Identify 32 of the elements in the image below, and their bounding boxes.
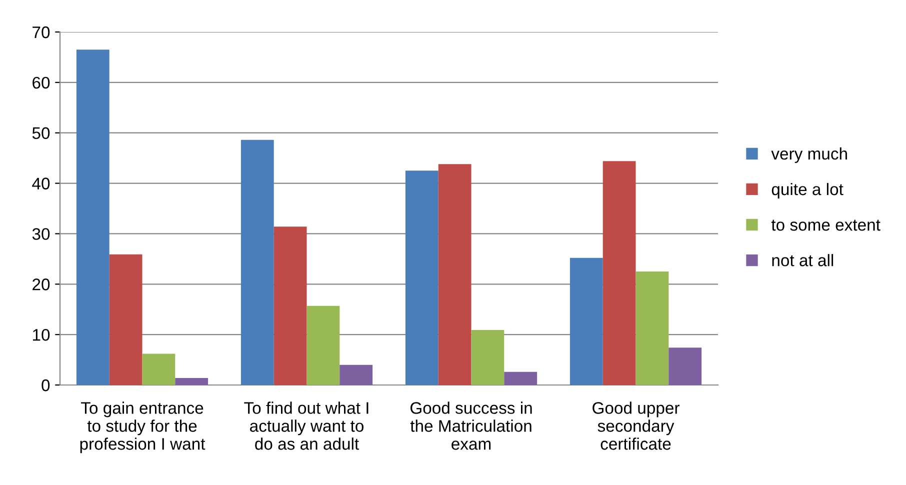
bar <box>570 258 603 385</box>
bar <box>471 330 504 385</box>
y-tick-label: 60 <box>32 76 50 89</box>
bar <box>306 306 340 385</box>
bar <box>76 50 110 385</box>
y-tick-label: 30 <box>32 228 50 240</box>
bar <box>142 354 176 385</box>
bar <box>274 226 307 385</box>
bar <box>340 364 373 385</box>
bar <box>405 170 438 385</box>
bar <box>504 372 538 385</box>
legend-label: very much <box>771 147 847 163</box>
bar <box>668 348 702 385</box>
bar <box>175 378 208 385</box>
bar <box>240 140 274 385</box>
y-tick-label: 0 <box>42 379 50 392</box>
x-tick-label: Good success in the Matriculation exam <box>410 402 532 450</box>
legend-label: quite a lot <box>772 182 844 198</box>
y-tick-label: 40 <box>32 178 50 190</box>
bar <box>109 254 142 385</box>
bar <box>602 161 636 385</box>
x-tick-label: Good upper secondary certificate <box>592 402 680 450</box>
y-tick-label: 20 <box>32 278 50 290</box>
bar <box>438 164 472 385</box>
x-tick-label: To gain entrance to study for the profession I want <box>80 402 206 454</box>
bar <box>636 272 669 385</box>
y-tick-label: 10 <box>33 328 50 341</box>
legend-label: to some extent <box>771 220 880 231</box>
y-tick-label: 50 <box>32 127 50 140</box>
y-tick-label: 70 <box>32 26 50 38</box>
x-tick-label: To find out what I actually want to do as an adult <box>244 402 368 450</box>
legend-label: not at all <box>772 254 834 266</box>
